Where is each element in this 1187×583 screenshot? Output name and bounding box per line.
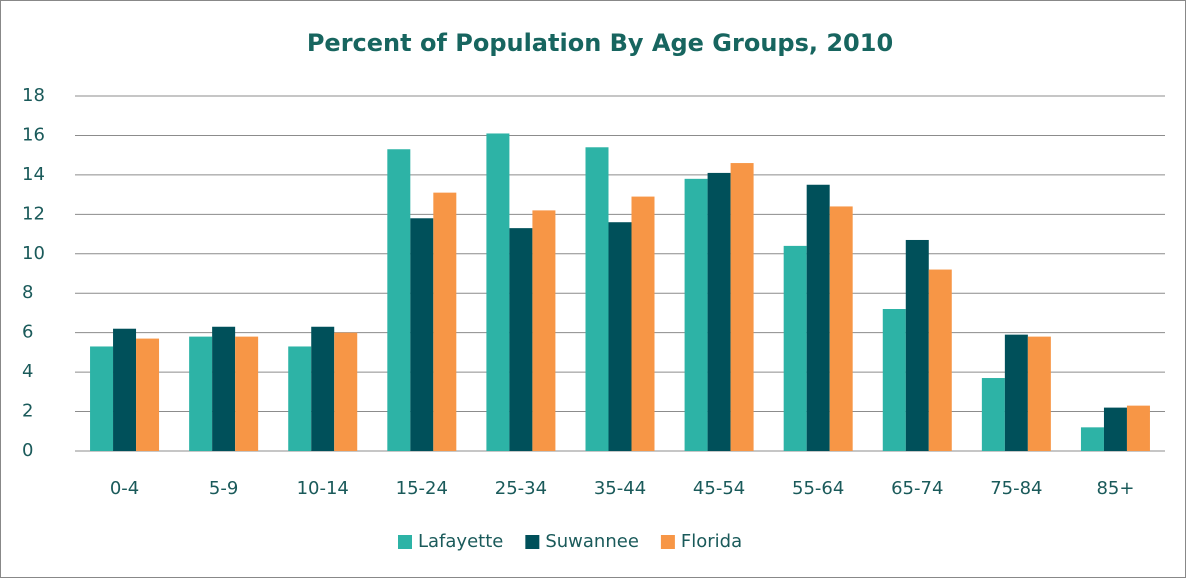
x-tick-label: 75-84: [990, 478, 1042, 499]
y-tick-label: 2: [22, 401, 33, 422]
bar: [684, 178, 708, 452]
x-tick-label: 55-64: [792, 478, 844, 499]
bar: [433, 192, 457, 451]
y-tick-label: 10: [22, 243, 45, 264]
y-tick-label: 18: [22, 85, 45, 106]
x-tick-label: 0-4: [110, 478, 139, 499]
bar: [1027, 336, 1051, 451]
x-tick-label: 15-24: [396, 478, 448, 499]
bar: [387, 149, 411, 451]
y-tick-label: 8: [22, 282, 33, 303]
bar: [235, 336, 259, 451]
bar: [631, 196, 655, 451]
y-tick-label: 14: [22, 164, 45, 185]
bar: [90, 346, 114, 451]
x-tick-label: 85+: [1096, 478, 1134, 499]
bar: [189, 336, 213, 451]
x-tick-label: 5-9: [209, 478, 238, 499]
x-tick-label: 65-74: [891, 478, 943, 499]
bar: [806, 184, 830, 451]
legend-swatch: [525, 535, 540, 549]
x-tick-label: 45-54: [693, 478, 745, 499]
y-tick-label: 0: [22, 440, 33, 461]
bar: [410, 218, 434, 451]
y-tick-label: 16: [22, 124, 45, 145]
bar: [334, 332, 358, 451]
bar: [882, 309, 906, 451]
bar: [113, 328, 137, 451]
x-tick-label: 35-44: [594, 478, 646, 499]
bar: [928, 269, 952, 451]
bar: [829, 206, 853, 451]
bar: [311, 326, 335, 451]
bar: [1103, 407, 1127, 451]
bar: [707, 172, 731, 451]
legend-label: Suwannee: [545, 531, 639, 552]
x-tick-label: 10-14: [297, 478, 349, 499]
bar: [1004, 334, 1028, 451]
bar: [730, 163, 754, 452]
bar: [905, 239, 929, 451]
chart-title: Percent of Population By Age Groups, 201…: [307, 29, 893, 57]
legend-swatch: [660, 535, 675, 549]
bar: [509, 228, 533, 451]
legend-label: Florida: [681, 531, 742, 552]
bar: [1080, 427, 1104, 451]
bar: [212, 326, 236, 451]
bar: [783, 245, 807, 451]
y-tick-label: 4: [22, 361, 33, 382]
y-tick-label: 12: [22, 203, 45, 224]
bar: [585, 147, 609, 451]
x-tick-label: 25-34: [495, 478, 547, 499]
bar: [608, 222, 632, 451]
bar: [486, 133, 510, 451]
legend-swatch: [398, 535, 412, 549]
bar: [136, 338, 160, 451]
y-tick-label: 6: [22, 322, 33, 343]
bar: [1126, 405, 1150, 451]
bar: [532, 210, 556, 451]
legend-label: Lafayette: [418, 531, 503, 552]
bar: [981, 378, 1005, 451]
bar: [288, 346, 312, 451]
